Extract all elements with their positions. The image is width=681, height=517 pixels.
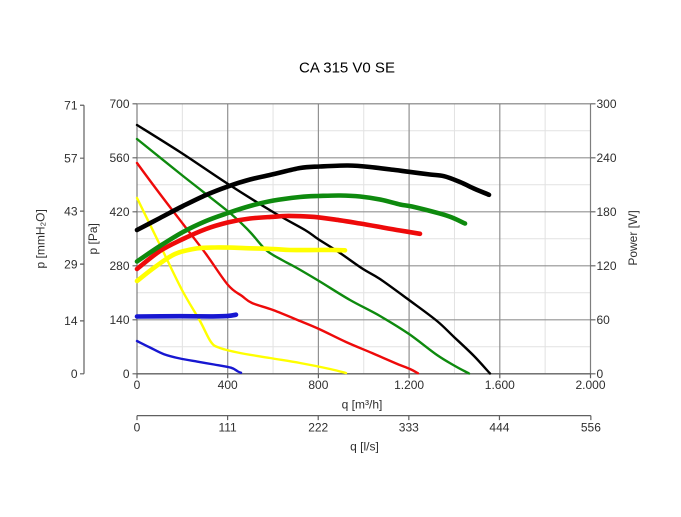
svg-text:111: 111 [218, 420, 237, 434]
svg-text:0: 0 [134, 378, 141, 392]
svg-text:0: 0 [597, 367, 604, 381]
svg-text:60: 60 [597, 313, 611, 327]
svg-text:0: 0 [123, 367, 130, 381]
svg-text:420: 420 [109, 205, 129, 219]
svg-text:700: 700 [109, 97, 129, 111]
svg-text:240: 240 [597, 151, 617, 165]
svg-text:q [m³/h]: q [m³/h] [342, 397, 383, 411]
svg-text:280: 280 [109, 259, 129, 273]
svg-text:140: 140 [109, 313, 129, 327]
svg-text:333: 333 [399, 420, 419, 434]
svg-text:43: 43 [64, 204, 78, 218]
svg-text:p [mmH₂O]: p [mmH₂O] [34, 209, 48, 268]
svg-text:300: 300 [597, 97, 617, 111]
svg-text:560: 560 [109, 151, 129, 165]
svg-text:q [l/s]: q [l/s] [350, 440, 379, 454]
svg-text:p [Pa]: p [Pa] [86, 223, 100, 254]
svg-text:Power [W]: Power [W] [626, 210, 640, 265]
svg-text:1.200: 1.200 [394, 378, 424, 392]
svg-text:2.000: 2.000 [575, 378, 605, 392]
svg-text:0: 0 [134, 420, 141, 434]
svg-text:180: 180 [597, 205, 617, 219]
svg-text:29: 29 [64, 257, 78, 271]
svg-text:800: 800 [308, 378, 328, 392]
svg-text:71: 71 [64, 99, 78, 113]
svg-text:14: 14 [64, 314, 78, 328]
svg-text:CA 315 V0 SE: CA 315 V0 SE [299, 60, 395, 77]
svg-text:556: 556 [581, 420, 601, 434]
svg-text:400: 400 [218, 378, 238, 392]
svg-text:444: 444 [489, 420, 509, 434]
svg-text:0: 0 [71, 367, 78, 381]
svg-text:120: 120 [597, 259, 617, 273]
svg-text:1.600: 1.600 [485, 378, 515, 392]
svg-text:222: 222 [308, 420, 328, 434]
svg-text:57: 57 [64, 151, 78, 165]
